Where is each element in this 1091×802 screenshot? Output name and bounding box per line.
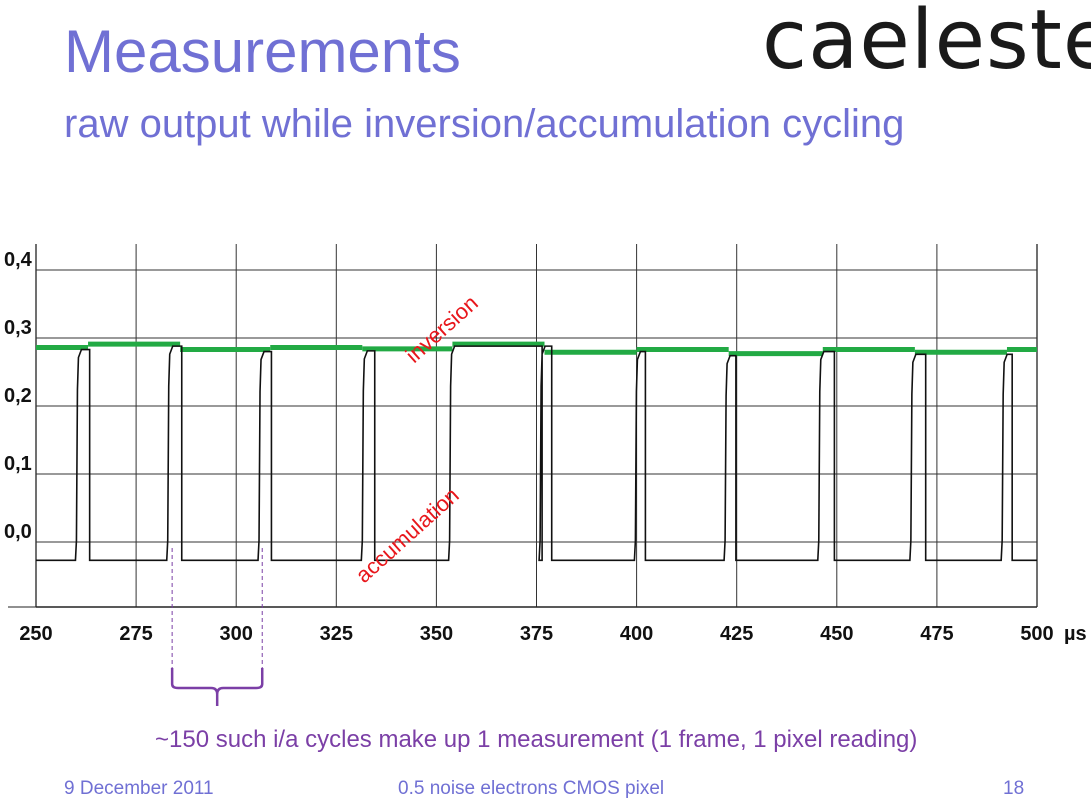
- x-tick-label: 450: [820, 623, 853, 645]
- inversion-annotation: inversion: [401, 290, 483, 367]
- x-tick-label: 425: [720, 623, 753, 645]
- x-tick-label: 350: [420, 623, 453, 645]
- x-tick-label: 325: [320, 623, 353, 645]
- axis-tick-labels: 250 275 300 325 350 375 400 425 450 475 500 µs 0,0 0,…: [4, 249, 1087, 645]
- chart-grid: [8, 244, 1038, 608]
- measurement-caption: ~150 such i/a cycles make up 1 measureme…: [155, 726, 918, 753]
- y-tick-label: 0,4: [4, 249, 33, 271]
- x-tick-label: 275: [119, 623, 152, 645]
- footer-date: 9 December 2011: [64, 778, 214, 799]
- x-tick-label: 375: [520, 623, 553, 645]
- x-tick-label: 400: [620, 623, 653, 645]
- footer-page-number: 18: [1003, 778, 1025, 799]
- x-tick-label: 500: [1020, 623, 1053, 645]
- footer-topic: 0.5 noise electrons CMOS pixel: [398, 778, 665, 799]
- cycle-brace: [170, 548, 264, 706]
- x-tick-label: 250: [19, 623, 52, 645]
- y-tick-label: 0,1: [4, 453, 32, 475]
- accumulation-annotation: accumulation: [351, 482, 464, 587]
- slide-subtitle: raw output while inversion/accumulation …: [64, 102, 905, 146]
- caeleste-logo: caeleste: [762, 0, 1091, 88]
- x-tick-label: 475: [920, 623, 953, 645]
- y-tick-label: 0,3: [4, 317, 32, 339]
- chart-annotations: inversion accumulation: [351, 290, 483, 587]
- x-unit-label: µs: [1064, 623, 1087, 645]
- curly-brace: [170, 668, 264, 706]
- x-tick-label: 300: [220, 623, 253, 645]
- slide-title: Measurements: [64, 18, 461, 85]
- inversion-levels: [36, 341, 1037, 357]
- y-tick-label: 0,2: [4, 385, 32, 407]
- y-tick-label: 0,0: [4, 521, 32, 543]
- signal-trace: [36, 345, 1037, 562]
- square-wave-trace: [36, 345, 1037, 562]
